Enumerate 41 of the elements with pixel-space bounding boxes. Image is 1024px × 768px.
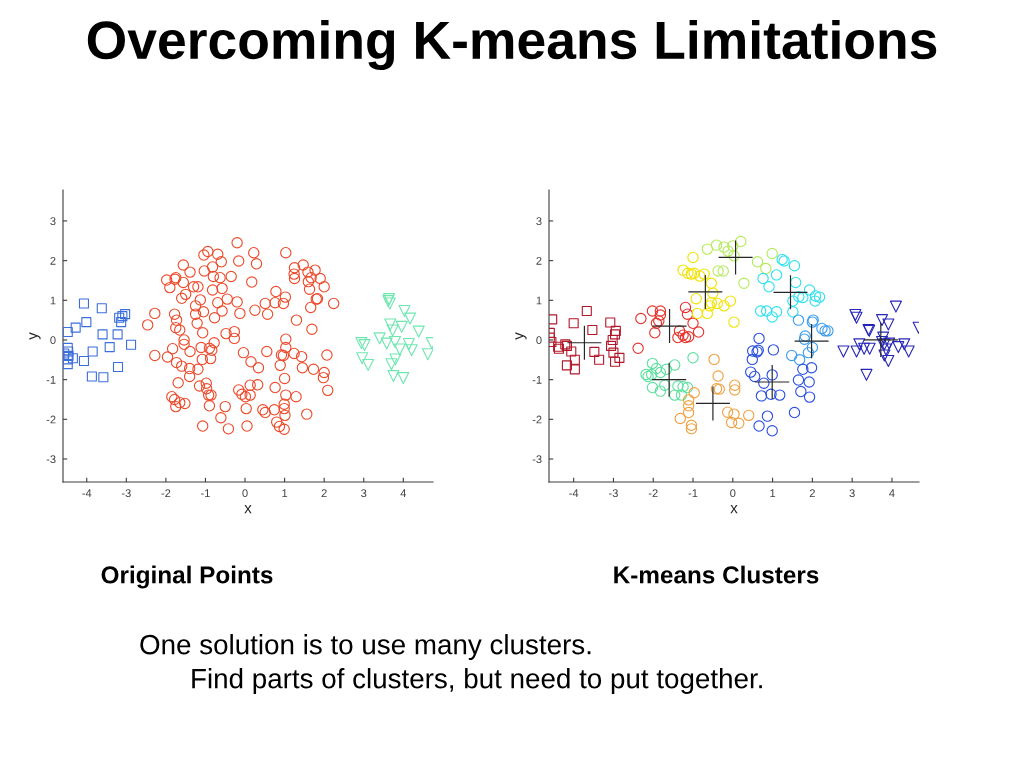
x-tick-label: 0 [242, 489, 248, 498]
x-tick-label: 4 [400, 489, 407, 497]
y-tick-label: -2 [532, 415, 542, 424]
text: Overcoming K-means Limitations [87, 19, 937, 71]
x-tick-label: -1 [201, 489, 210, 497]
y-tick-label: 1 [50, 296, 56, 305]
x-axis-title: x [730, 505, 738, 514]
y-axis-title: y [29, 332, 41, 340]
text: One solution is to use many clusters. [140, 634, 591, 660]
x-tick-label: -3 [121, 489, 131, 498]
y-tick-label: 2 [50, 256, 56, 265]
y-axis-title: y [515, 332, 527, 340]
y-tick-label: -1 [46, 376, 56, 384]
x-tick-label: -4 [569, 489, 579, 497]
y-tick-label: -3 [46, 455, 56, 464]
x-tick-label: 3 [361, 489, 367, 498]
x-tick-label: -1 [688, 489, 698, 497]
x-tick-label: 2 [321, 489, 327, 497]
x-tick-label: -2 [161, 489, 171, 497]
y-tick-label: 2 [536, 256, 542, 265]
x-tick-label: -4 [82, 489, 92, 497]
y-tick-label: 0 [536, 336, 542, 345]
x-tick-label: 0 [730, 489, 736, 498]
text: Find parts of clusters, but need to put together. [192, 668, 762, 694]
y-tick-label: -3 [532, 455, 542, 464]
x-tick-label: 4 [889, 489, 895, 497]
y-tick-label: 3 [50, 217, 56, 226]
y-tick-label: 3 [536, 217, 542, 226]
x-tick-label: 2 [809, 489, 815, 497]
text: Original Points [101, 565, 273, 589]
x-tick-label: 3 [849, 489, 855, 498]
x-tick-label: -3 [609, 489, 618, 498]
y-tick-label: -2 [46, 415, 56, 424]
y-tick-label: 1 [536, 296, 542, 305]
x-axis-title: x [244, 505, 252, 514]
y-tick-label: 0 [50, 336, 56, 345]
x-tick-label: 1 [282, 489, 288, 497]
x-tick-label: 1 [770, 489, 776, 497]
y-tick-label: -1 [532, 376, 542, 384]
text: K-means Clusters [614, 565, 819, 584]
x-tick-label: -2 [648, 489, 658, 497]
